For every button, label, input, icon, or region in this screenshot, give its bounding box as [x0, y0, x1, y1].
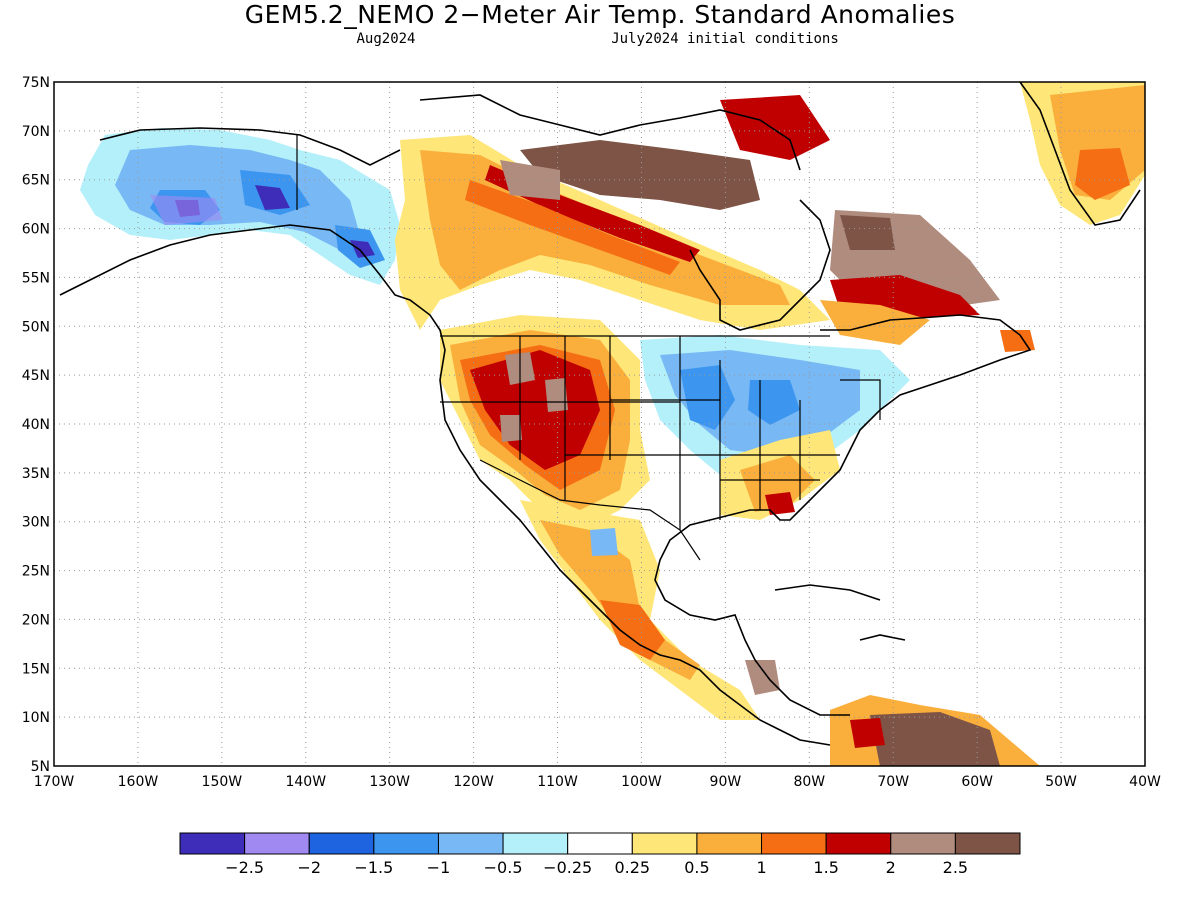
longitude-tick-label: 100W	[621, 774, 662, 790]
legend-color-box	[890, 832, 956, 855]
legend-color-box	[954, 832, 1021, 855]
graticule	[54, 82, 1145, 766]
longitude-tick-label: 110W	[537, 774, 578, 790]
longitude-tick-label: 170W	[34, 774, 75, 790]
longitude-tick-label: 90W	[710, 774, 742, 790]
latitude-tick-label: 25N	[22, 564, 50, 580]
longitude-labels: 170W 160W 150W 140W 130W 120W 110W 100W 90W 80W 70…	[34, 774, 1161, 790]
longitude-tick-label: 80W	[793, 774, 825, 790]
legend-tick-label: 2.5	[943, 858, 968, 877]
legend-tick-label: −1	[427, 858, 451, 877]
coastlines	[59, 82, 1141, 746]
latitude-tick-label: 45N	[22, 368, 50, 384]
latitude-tick-label: 20N	[22, 612, 50, 628]
map-frame	[53, 81, 1146, 767]
arctic-red-patch	[720, 95, 830, 160]
latitude-tick-label: 35N	[22, 466, 50, 482]
mexico-cool-patch	[590, 528, 618, 556]
latitude-tick-label: 55N	[22, 270, 50, 286]
southeast-orange	[740, 455, 815, 512]
alaska-darkest-2	[255, 185, 290, 210]
central-us-strong-blue-1	[680, 365, 735, 430]
chart-title: GEM5.2_NEMO 2−Meter Air Temp. Standard A…	[244, 0, 956, 29]
southeast-red	[765, 492, 795, 515]
west-us-brown-3	[500, 415, 522, 442]
legend-tick-label: −0.5	[484, 858, 523, 877]
longitude-tick-label: 70W	[877, 774, 909, 790]
latitude-tick-label: 65N	[22, 173, 50, 189]
newfoundland-orange	[1000, 330, 1035, 352]
west-us-brown-2	[545, 378, 568, 412]
south-america-red	[850, 718, 885, 748]
legend-tick-label: −2	[297, 858, 321, 877]
longitude-tick-label: 130W	[369, 774, 410, 790]
legend-tick-label: −0.25	[543, 858, 592, 877]
legend-color-box	[696, 832, 763, 855]
legend-tick-label: 0.25	[614, 858, 650, 877]
west-us-red	[470, 350, 600, 470]
latitude-tick-label: 60N	[22, 222, 50, 238]
initial-conditions-label: July2024 initial conditions	[611, 31, 839, 47]
latitude-labels: 75N 70N 65N 60N 55N 50N 45N 40N 35N 30N 25N 20N 15N 1…	[22, 75, 50, 775]
color-legend	[179, 832, 1021, 855]
valid-month-label: Aug2024	[356, 31, 416, 47]
central-america-brown	[745, 660, 780, 695]
political-borders	[296, 135, 881, 561]
latitude-tick-label: 70N	[22, 124, 50, 140]
legend-tick-label: 1.5	[813, 858, 838, 877]
central-us-strong-blue-2	[748, 380, 800, 425]
legend-color-box	[567, 832, 633, 855]
arctic-brown-patch	[520, 140, 760, 210]
legend-labels: −2.5 −2 −1.5 −1 −0.5 −0.25 0.25 0.5 1 1.5 2 2.5	[225, 858, 968, 877]
legend-color-box	[761, 832, 827, 855]
legend-color-box	[502, 832, 569, 855]
latitude-tick-label: 30N	[22, 515, 50, 531]
latitude-tick-label: 10N	[22, 710, 50, 726]
legend-tick-label: 1	[756, 858, 766, 877]
legend-tick-label: −2.5	[225, 858, 264, 877]
greenland-dark-orange	[1075, 148, 1130, 200]
legend-color-box	[437, 832, 504, 855]
latitude-tick-label: 40N	[22, 417, 50, 433]
legend-color-box	[631, 832, 698, 855]
longitude-tick-label: 60W	[961, 774, 993, 790]
labrador-orange	[820, 300, 930, 345]
south-america-brown	[870, 712, 1000, 766]
canada-dark-orange	[465, 180, 680, 275]
longitude-tick-label: 120W	[453, 774, 494, 790]
legend-color-box	[244, 832, 310, 855]
latitude-tick-label: 15N	[22, 661, 50, 677]
legend-color-box	[179, 832, 246, 855]
longitude-tick-label: 50W	[1045, 774, 1077, 790]
mexico-dark-orange	[600, 600, 665, 660]
longitude-tick-label: 40W	[1129, 774, 1161, 790]
legend-color-box	[373, 832, 439, 855]
alaska-lavender	[150, 195, 222, 225]
legend-tick-label: −1.5	[354, 858, 393, 877]
latitude-tick-label: 50N	[22, 319, 50, 335]
legend-color-box	[825, 832, 892, 855]
legend-color-box	[308, 832, 375, 855]
alaska-darkest-3	[350, 240, 375, 258]
longitude-tick-label: 160W	[118, 774, 159, 790]
longitude-tick-label: 150W	[202, 774, 243, 790]
latitude-tick-label: 5N	[31, 759, 50, 775]
legend-tick-label: 2	[886, 858, 896, 877]
longitude-tick-label: 140W	[285, 774, 326, 790]
latitude-tick-label: 75N	[22, 75, 50, 91]
quebec-dark-brown	[840, 215, 895, 250]
legend-tick-label: 0.5	[684, 858, 709, 877]
